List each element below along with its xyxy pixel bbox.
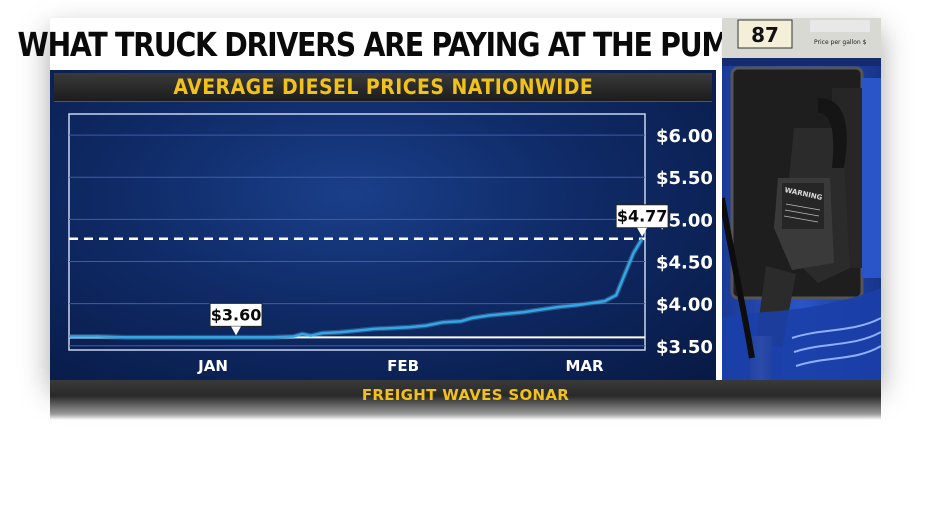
headline-text: WHAT TRUCK DRIVERS ARE PAYING AT THE PUM… xyxy=(17,24,750,64)
reference-lines xyxy=(69,237,645,339)
y-axis-ticks: $6.00 $5.50 $5.00 $4.50 $4.00 $3.50 xyxy=(656,126,713,358)
y-tick-label: $3.50 xyxy=(656,337,713,358)
y-tick-label: $6.00 xyxy=(656,126,713,147)
series-line xyxy=(69,238,644,339)
y-tick-label: $4.50 xyxy=(656,253,713,274)
callout-360: $3.60 xyxy=(209,302,263,336)
y-tick-label: $4.00 xyxy=(656,295,713,316)
x-tick-label: JAN xyxy=(197,357,228,375)
grade-sign: 87 xyxy=(751,23,779,47)
callout-pointer xyxy=(637,227,648,237)
grid-lines xyxy=(69,134,645,347)
fuel-pump-photo: 87 Price per gallon $ WARNING xyxy=(722,18,881,380)
callout-label: $4.77 xyxy=(617,207,668,226)
chart-title: AVERAGE DIESEL PRICES NATIONWIDE xyxy=(173,75,593,99)
series-layer xyxy=(69,237,645,340)
headline-banner: WHAT TRUCK DRIVERS ARE PAYING AT THE PUM… xyxy=(18,18,750,70)
x-tick-label: FEB xyxy=(387,357,419,375)
callout-477: $4.77 xyxy=(615,204,669,237)
y-tick-label: $5.50 xyxy=(656,168,713,189)
source-bar: FREIGHT WAVES SONAR xyxy=(50,380,881,420)
callout-label: $3.60 xyxy=(211,305,262,324)
chart-title-bar: AVERAGE DIESEL PRICES NATIONWIDE xyxy=(54,73,712,102)
x-axis-ticks: JAN FEB MAR xyxy=(197,357,604,375)
plot-frame xyxy=(68,113,646,351)
annotations: $3.60 $4.77 xyxy=(209,204,669,336)
price-per-gallon-label: Price per gallon $ xyxy=(814,39,867,46)
series-line-glow xyxy=(69,237,645,340)
callout-pointer xyxy=(231,326,242,336)
x-tick-label: MAR xyxy=(565,357,604,375)
source-text: FREIGHT WAVES SONAR xyxy=(361,386,570,404)
y-tick-label: $5.00 xyxy=(656,210,713,231)
